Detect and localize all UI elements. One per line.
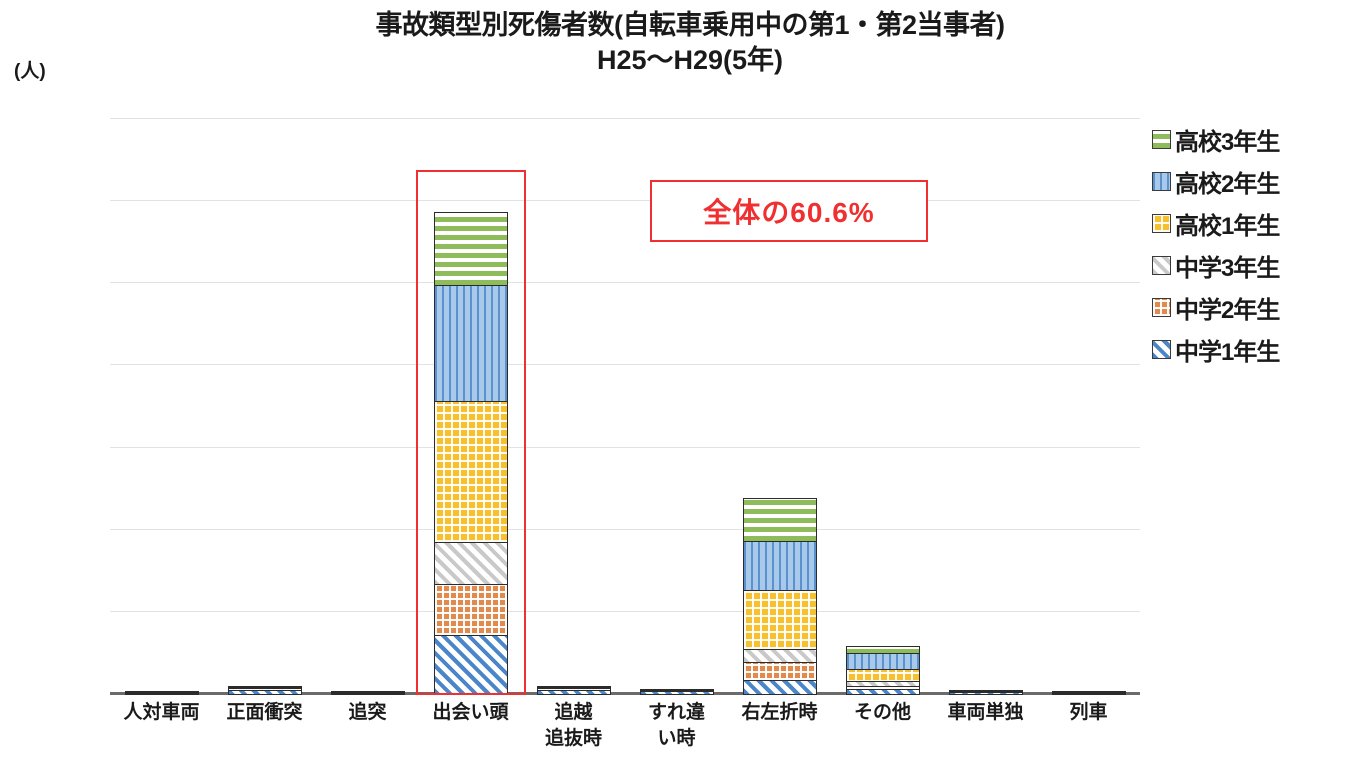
legend-swatch-icon xyxy=(1152,255,1171,275)
legend-item-label: 中学1年生 xyxy=(1175,338,1280,366)
legend-swatch-icon xyxy=(1152,129,1171,149)
gridline xyxy=(110,610,1140,612)
x-axis-tick-label: 車両単独 xyxy=(947,702,1024,723)
bar-column[interactable] xyxy=(639,688,714,695)
bar-segment[interactable] xyxy=(742,498,817,543)
bar-segment[interactable] xyxy=(227,690,302,695)
bar-segment[interactable] xyxy=(742,540,817,592)
highlight-box xyxy=(415,170,526,695)
gridline xyxy=(110,200,1140,202)
bar-column[interactable] xyxy=(742,498,817,695)
x-axis-tick-label: 追越 追抜時 xyxy=(544,702,602,750)
bar-segment[interactable] xyxy=(742,661,817,682)
x-axis-labels: 人対車両 正面衝突 追突 出会い頭 追越 追抜時 すれ違 い時 右左折時 その他 車両単独 列車 xyxy=(110,700,1140,770)
legend-swatch-icon xyxy=(1152,171,1171,191)
legend-swatch-icon xyxy=(1152,213,1171,233)
legend-item-label: 高校2年生 xyxy=(1175,170,1280,198)
bar-column[interactable] xyxy=(227,686,302,695)
legend-item[interactable]: 高校2年生 xyxy=(1152,160,1342,202)
bar-column[interactable] xyxy=(330,690,405,695)
gridline xyxy=(110,528,1140,530)
bar-segment[interactable] xyxy=(124,692,199,695)
x-axis-tick-label: 右左折時 xyxy=(741,702,818,723)
legend-swatch-icon xyxy=(1152,297,1171,317)
gridline xyxy=(110,364,1140,366)
x-axis-tick-label: 追突 xyxy=(348,702,387,723)
bar-column[interactable] xyxy=(845,645,920,695)
legend-item[interactable]: 高校1年生 xyxy=(1152,202,1342,244)
bar-segment[interactable] xyxy=(433,401,508,544)
bar-segment[interactable] xyxy=(330,692,405,695)
bar-group xyxy=(110,118,1140,695)
legend-item[interactable]: 高校3年生 xyxy=(1152,118,1342,160)
plot-area: 70,00060,00050,00040,00030,00020,00010,0… xyxy=(110,118,1140,695)
chart-legend: 高校3年生高校2年生高校1年生中学3年生中学2年生中学1年生 xyxy=(1152,118,1342,370)
legend-item[interactable]: 中学1年生 xyxy=(1152,328,1342,370)
bar-segment[interactable] xyxy=(433,634,508,695)
chart-subtitle: H25〜H29(5年) xyxy=(596,45,784,76)
bar-segment[interactable] xyxy=(433,541,508,587)
bar-segment[interactable] xyxy=(742,679,817,695)
bar-column[interactable] xyxy=(124,690,199,695)
callout-text: 全体の60.6% xyxy=(703,197,875,228)
x-axis-tick-label: すれ違 い時 xyxy=(647,702,705,750)
gridline xyxy=(110,282,1140,284)
y-axis-unit-label: (人) xyxy=(14,61,46,82)
bar-segment[interactable] xyxy=(639,691,714,695)
bar-segment[interactable] xyxy=(433,584,508,637)
bar-column[interactable] xyxy=(948,690,1023,695)
bar-segment[interactable] xyxy=(742,590,817,651)
bar-segment[interactable] xyxy=(948,692,1023,695)
x-axis-tick-label: 正面衝突 xyxy=(226,702,303,723)
legend-item-label: 中学3年生 xyxy=(1175,254,1280,282)
x-axis-tick-label: 人対車両 xyxy=(123,702,200,723)
x-axis-tick-label: 列車 xyxy=(1069,702,1108,723)
chart-title: 事故類型別死傷者数(自転車乗用中の第1・第2当事者) xyxy=(375,10,1005,40)
chart-title-block: 事故類型別死傷者数(自転車乗用中の第1・第2当事者) H25〜H29(5年) xyxy=(330,8,1050,78)
bar-segment[interactable] xyxy=(433,212,508,287)
legend-item-label: 中学2年生 xyxy=(1175,296,1280,324)
legend-swatch-icon xyxy=(1152,339,1171,359)
gridline xyxy=(110,446,1140,448)
bar-segment[interactable] xyxy=(845,688,920,695)
legend-item-label: 高校1年生 xyxy=(1175,212,1280,240)
gridline xyxy=(110,118,1140,119)
x-axis-line xyxy=(110,692,1140,695)
legend-item[interactable]: 中学3年生 xyxy=(1152,244,1342,286)
bar-segment[interactable] xyxy=(536,690,611,695)
x-axis-tick-label: 出会い頭 xyxy=(432,702,509,723)
bar-column[interactable] xyxy=(536,686,611,695)
x-axis-tick-label: その他 xyxy=(853,702,911,723)
legend-item-label: 高校3年生 xyxy=(1175,128,1280,156)
bar-column[interactable] xyxy=(1051,690,1126,695)
bar-segment[interactable] xyxy=(1051,692,1126,695)
bar-segment[interactable] xyxy=(433,284,508,403)
bar-segment[interactable] xyxy=(845,653,920,671)
legend-item[interactable]: 中学2年生 xyxy=(1152,286,1342,328)
bar-column[interactable] xyxy=(433,212,508,695)
callout-box: 全体の60.6% xyxy=(650,180,928,242)
